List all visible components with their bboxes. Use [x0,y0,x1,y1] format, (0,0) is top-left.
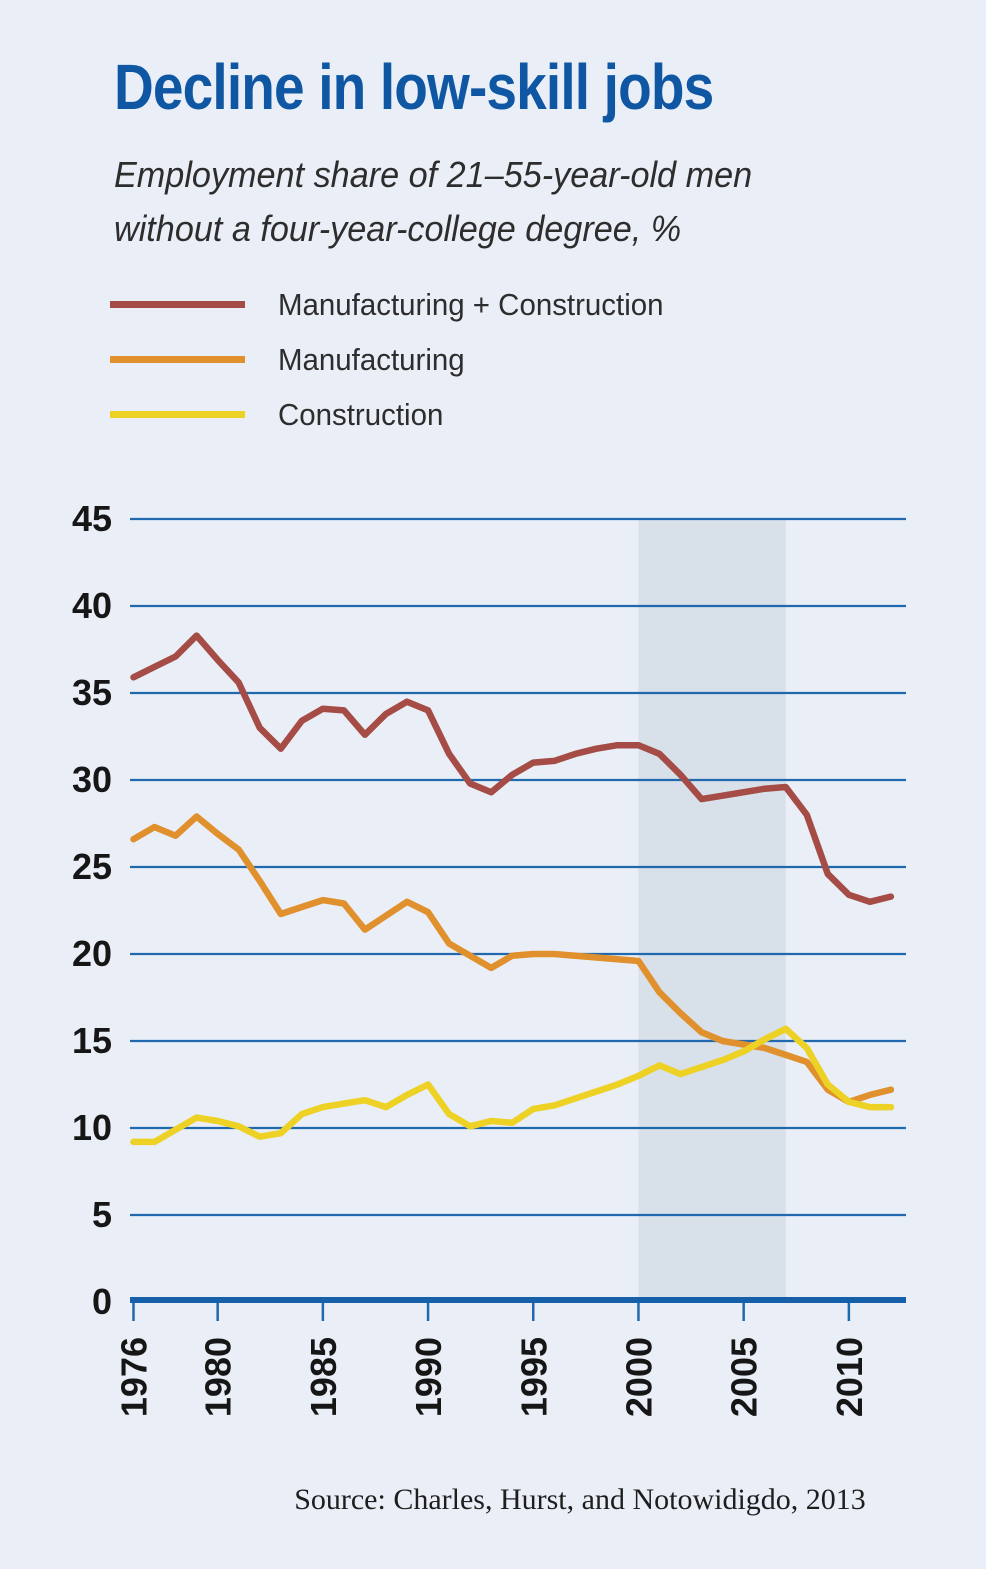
series-line-construction [130,1025,895,1146]
y-tick-label: 45 [72,498,112,539]
chart-subtitle: Employment share of 21–55-year-old men w… [114,148,786,256]
legend-item-manufacturing-construction: Manufacturing + Construction [110,277,684,332]
legend-label-manufacturing: Manufacturing [278,341,465,377]
x-axis-ticks [132,1303,851,1321]
x-tick-label: 1976 [114,1337,155,1417]
series-line-manufacturing-construction [130,632,895,906]
series-lines [130,632,895,1146]
legend-swatch-construction [110,411,245,418]
y-tick-label: 40 [72,585,112,626]
x-tick-label: 1995 [513,1337,554,1417]
y-tick-label: 20 [72,933,112,974]
y-tick-label: 15 [72,1020,112,1061]
chart-subtitle-text: Employment share of 21–55-year-old men w… [114,154,753,249]
gridlines [130,517,906,1217]
chart-legend: Manufacturing + Construction Manufacturi… [110,277,684,442]
legend-label-manufacturing-construction: Manufacturing + Construction [278,286,664,322]
legend-item-manufacturing: Manufacturing [110,332,684,387]
chart-title: Decline in low-skill jobs [114,51,811,123]
chart-title-text: Decline in low-skill jobs [114,51,714,123]
source-note: Source: Charles, Hurst, and Notowidigdo,… [294,1483,866,1516]
y-tick-label: 25 [72,846,112,887]
x-tick-label: 2005 [724,1337,765,1417]
x-tick-label: 2010 [829,1337,870,1417]
y-tick-label: 35 [72,672,112,713]
y-tick-label: 0 [92,1281,112,1322]
y-tick-label: 30 [72,759,112,800]
x-tick-label: 1980 [198,1337,239,1417]
x-axis-labels: 1976 1980 1985 1990 1995 2000 2005 2010 [114,1337,870,1417]
legend-swatch-manufacturing-construction [110,301,245,308]
series-line-manufacturing [130,813,895,1106]
highlight-band-2000-2007 [638,518,786,1299]
legend-swatch-manufacturing [110,356,245,363]
x-tick-label: 1990 [408,1337,449,1417]
x-tick-label: 2000 [618,1337,659,1417]
legend-item-construction: Construction [110,387,684,442]
x-tick-label: 1985 [303,1337,344,1417]
y-axis-labels: 0 5 10 15 20 25 30 35 40 45 [72,498,112,1322]
y-tick-label: 5 [92,1194,112,1235]
legend-label-construction: Construction [278,396,444,432]
y-tick-label: 10 [72,1107,112,1148]
